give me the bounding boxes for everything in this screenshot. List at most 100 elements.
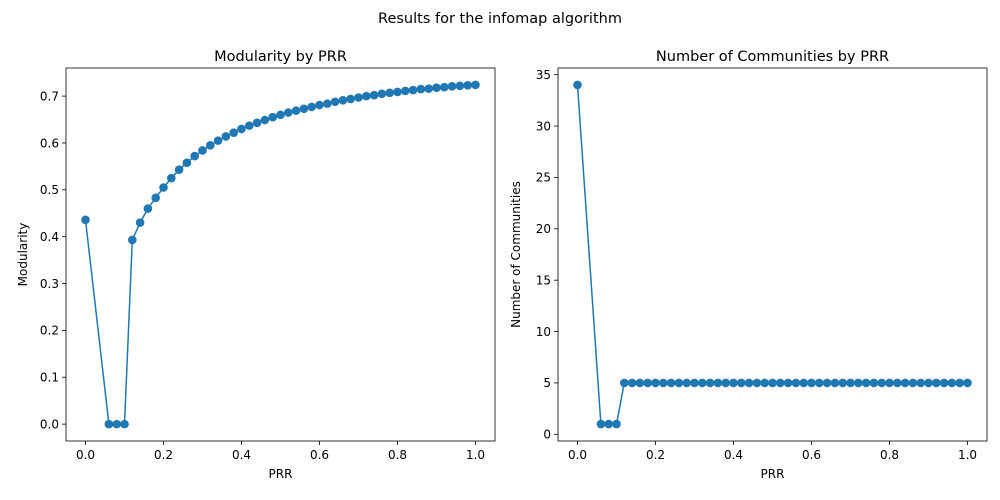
communities-data-point [768, 378, 777, 388]
modularity-data-point [159, 183, 168, 192]
modularity-data-point [401, 86, 410, 96]
modularity-data-point [229, 128, 238, 137]
modularity-data-point [330, 97, 340, 107]
communities-data-point [659, 378, 668, 388]
communities-y-tick-label: 5 [543, 376, 551, 390]
modularity-data-point [416, 84, 426, 94]
communities-data-point [861, 378, 871, 388]
modularity-y-tick-label: 0.6 [40, 136, 59, 150]
modularity-data-point [362, 91, 371, 101]
communities-data-point [924, 378, 933, 388]
modularity-data-point [393, 87, 402, 97]
communities-data-point [744, 378, 754, 388]
modularity-x-tick-label: 0.4 [232, 448, 251, 462]
communities-x-tick-label: 1.0 [958, 448, 977, 462]
modularity-data-point [323, 99, 332, 108]
modularity-data-point [237, 124, 246, 134]
modularity-data-point [81, 215, 90, 225]
modularity-y-tick-label: 0.2 [40, 324, 59, 338]
modularity-y-axis-label: Modularity [16, 223, 30, 287]
communities-data-point [760, 378, 769, 388]
modularity-data-point [112, 419, 121, 429]
communities-data-point [916, 378, 925, 388]
communities-data-point [612, 419, 621, 429]
communities-data-point [620, 378, 629, 388]
modularity-data-point [377, 89, 387, 99]
communities-data-point [877, 378, 886, 388]
modularity-chart: Modularity by PRR 0.0 0.2 0.4 0.6 0.8 1.0 0.0 0.… [16, 49, 496, 481]
communities-data-point [815, 378, 824, 388]
modularity-data-point [471, 80, 480, 90]
communities-data-point [955, 378, 964, 388]
modularity-data-point [455, 81, 465, 91]
modularity-data-point [198, 146, 207, 155]
communities-data-point [721, 378, 730, 388]
modularity-data-point [291, 106, 301, 115]
communities-data-point [908, 378, 918, 388]
modularity-x-tick-label: 0.8 [388, 448, 407, 462]
communities-y-tick-label: 35 [536, 68, 551, 82]
modularity-data-point [104, 419, 114, 429]
communities-data-point [752, 378, 762, 388]
modularity-data-point [440, 82, 449, 92]
modularity-data-point [369, 90, 379, 100]
communities-data-point [690, 378, 699, 388]
modularity-data-point [206, 141, 215, 150]
communities-x-tick-label: 0.8 [880, 448, 899, 462]
communities-data-point [776, 378, 785, 388]
modularity-data-point [424, 84, 434, 93]
communities-x-axis-label: PRR [761, 467, 785, 481]
communities-y-tick-label: 25 [536, 171, 551, 185]
communities-data-point [682, 378, 691, 388]
modularity-data-point [190, 151, 199, 161]
communities-x-tick-label: 0.6 [802, 448, 821, 462]
communities-data-point [854, 378, 863, 388]
communities-data-point [838, 378, 847, 388]
modularity-chart-title: Modularity by PRR [214, 49, 347, 65]
modularity-data-point [182, 158, 192, 167]
communities-data-point [666, 378, 676, 388]
communities-chart-title: Number of Communities by PRR [656, 49, 889, 65]
modularity-y-tick-label: 0.1 [40, 371, 59, 385]
modularity-data-point [447, 81, 457, 91]
communities-y-tick-label: 15 [536, 273, 551, 287]
modularity-data-point [143, 204, 153, 213]
communities-data-point [939, 378, 949, 388]
communities-data-point [799, 378, 808, 388]
modularity-data-point [299, 104, 309, 114]
communities-y-axis-label: Number of Communities [509, 181, 523, 328]
communities-y-tick-label: 10 [536, 325, 551, 339]
modularity-data-point [221, 132, 231, 141]
modularity-y-tick-label: 0.5 [40, 183, 59, 197]
modularity-data-point [167, 173, 176, 183]
modularity-data-point [354, 93, 363, 102]
communities-y-tick-label: 0 [543, 428, 551, 442]
modularity-series-line [84, 84, 476, 425]
modularity-data-point [338, 96, 348, 105]
modularity-y-tick-label: 0.3 [40, 277, 59, 291]
modularity-data-point [151, 193, 160, 203]
communities-data-point [698, 378, 707, 388]
communities-x-tick-label: 0.4 [724, 448, 743, 462]
modularity-data-point [276, 110, 285, 120]
modularity-x-axis-label: PRR [269, 467, 293, 481]
modularity-x-tick-label: 0.2 [154, 448, 173, 462]
communities-data-point [869, 378, 879, 388]
modularity-data-point [432, 83, 441, 92]
communities-data-point [807, 378, 816, 388]
modularity-data-point [284, 108, 293, 117]
communities-data-point [635, 378, 645, 388]
modularity-data-point [463, 81, 473, 90]
communities-series-line [576, 84, 968, 425]
modularity-data-point [174, 165, 184, 174]
communities-data-point [627, 378, 637, 388]
communities-data-point [737, 378, 746, 388]
modularity-data-point [128, 235, 137, 245]
modularity-x-tick-label: 0.6 [310, 448, 329, 462]
modularity-data-point [385, 88, 395, 98]
modularity-y-tick-label: 0.4 [40, 230, 59, 244]
modularity-plot-frame [65, 67, 496, 442]
modularity-data-point [346, 94, 356, 104]
communities-data-point [713, 378, 723, 388]
communities-data-point [900, 378, 910, 388]
